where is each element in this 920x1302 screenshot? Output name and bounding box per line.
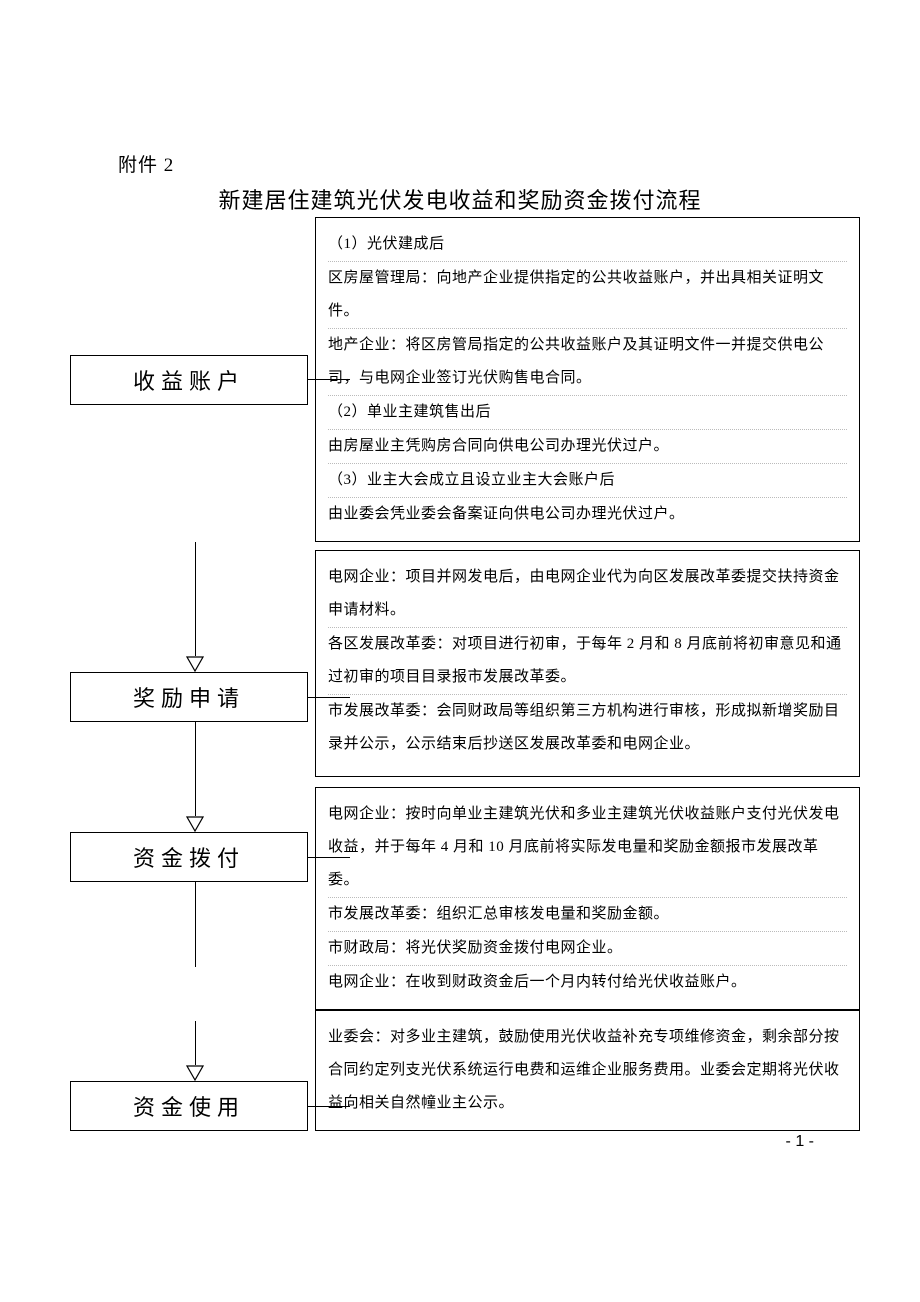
- desc-line: 市发展改革委：组织汇总审核发电量和奖励金额。: [328, 898, 847, 932]
- desc-line: 市发展改革委：会同财政局等组织第三方机构进行审核，形成拟新增奖励目录并公示，公示…: [328, 695, 847, 761]
- desc-line: 由房屋业主凭购房合同向供电公司办理光伏过户。: [328, 430, 847, 464]
- attachment-label: 附件 2: [118, 150, 860, 177]
- desc-line: （3）业主大会成立且设立业主大会账户后: [328, 464, 847, 498]
- arrow-head-icon: [186, 1065, 204, 1081]
- desc-line: 电网企业：项目并网发电后，由电网企业代为向区发展改革委提交扶持资金申请材料。: [328, 561, 847, 628]
- desc-box-2: 电网企业：项目并网发电后，由电网企业代为向区发展改革委提交扶持资金申请材料。 各…: [315, 550, 860, 777]
- step-box-fund-disbursement: 资金拨付: [70, 832, 308, 882]
- desc-line: 由业委会凭业委会备案证向供电公司办理光伏过户。: [328, 498, 847, 531]
- arrow-head-icon: [186, 656, 204, 672]
- desc-line: 电网企业：按时向单业主建筑光伏和多业主建筑光伏收益账户支付光伏发电收益，并于每年…: [328, 798, 847, 898]
- page-number: - 1 -: [60, 1133, 860, 1151]
- desc-box-4: 业委会：对多业主建筑，鼓励使用光伏收益补充专项维修资金，剩余部分按合同约定列支光…: [315, 1010, 860, 1131]
- arrow-down-icon: [185, 1021, 205, 1081]
- desc-line: 区房屋管理局：向地产企业提供指定的公共收益账户，并出具相关证明文件。: [328, 262, 847, 329]
- desc-line: 市财政局：将光伏奖励资金拨付电网企业。: [328, 932, 847, 966]
- step-label: 收益账户: [133, 364, 245, 396]
- desc-line: 地产企业：将区房管局指定的公共收益账户及其证明文件一并提交供电公司，与电网企业签…: [328, 329, 847, 396]
- step-box-fund-usage: 资金使用: [70, 1081, 308, 1131]
- flow-row-1: 收益账户 （1）光伏建成后 区房屋管理局：向地产企业提供指定的公共收益账户，并出…: [60, 217, 860, 542]
- arrow-down-icon: [185, 722, 205, 777]
- arrow-down-icon: [185, 777, 205, 832]
- step-label: 资金使用: [133, 1090, 245, 1122]
- desc-line: （1）光伏建成后: [328, 228, 847, 262]
- arrow-head-icon: [186, 816, 204, 832]
- desc-line: 电网企业：在收到财政资金后一个月内转付给光伏收益账户。: [328, 966, 847, 999]
- flowchart-container: 收益账户 （1）光伏建成后 区房屋管理局：向地产企业提供指定的公共收益账户，并出…: [60, 217, 860, 1131]
- desc-line: （2）单业主建筑售出后: [328, 396, 847, 430]
- arrow-down-icon: [185, 542, 205, 672]
- step-label: 奖励申请: [133, 681, 245, 713]
- step-label: 资金拨付: [133, 841, 245, 873]
- desc-line: 各区发展改革委：对项目进行初审，于每年 2 月和 8 月底前将初审意见和通过初审…: [328, 628, 847, 695]
- page-title: 新建居住建筑光伏发电收益和奖励资金拨付流程: [60, 183, 860, 215]
- step-box-reward-apply: 奖励申请: [70, 672, 308, 722]
- desc-box-1: （1）光伏建成后 区房屋管理局：向地产企业提供指定的公共收益账户，并出具相关证明…: [315, 217, 860, 542]
- arrow-down-icon: [185, 882, 205, 967]
- desc-line: 业委会：对多业主建筑，鼓励使用光伏收益补充专项维修资金，剩余部分按合同约定列支光…: [328, 1021, 847, 1120]
- desc-box-3: 电网企业：按时向单业主建筑光伏和多业主建筑光伏收益账户支付光伏发电收益，并于每年…: [315, 787, 860, 1010]
- step-box-revenue-account: 收益账户: [70, 355, 308, 405]
